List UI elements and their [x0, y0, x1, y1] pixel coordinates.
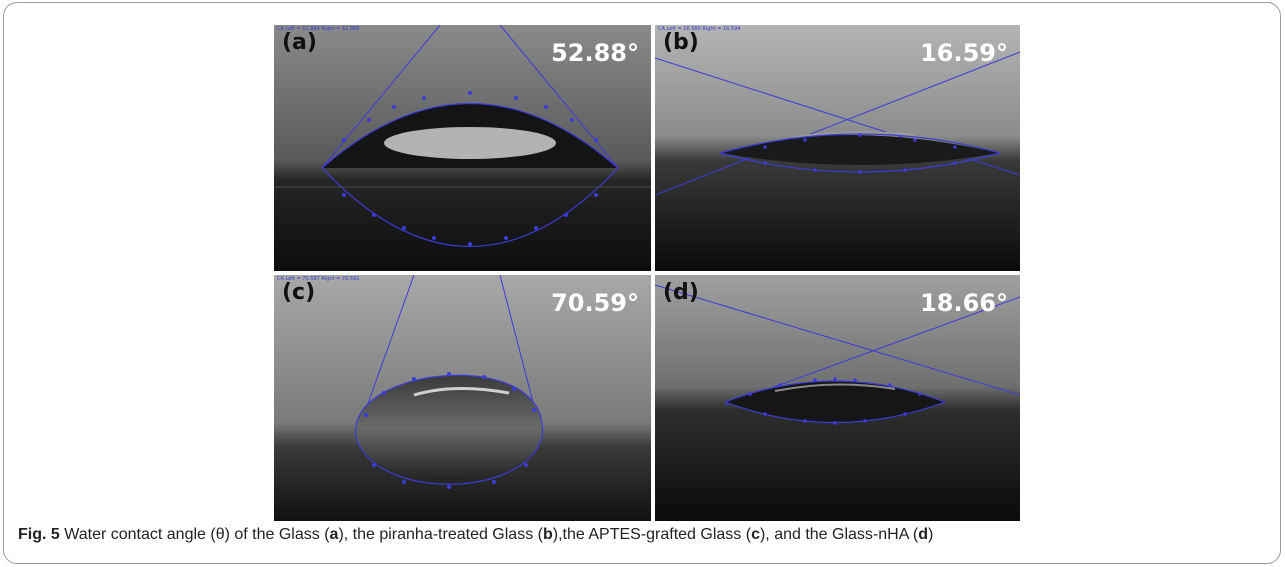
droplet-body	[355, 375, 543, 481]
droplet-body	[720, 135, 1000, 165]
fit-points	[342, 91, 598, 246]
panel-b-angle: 16.59°	[920, 39, 1008, 67]
panel-a-angle: 52.88°	[551, 39, 639, 67]
panel-d-image: (d) 18.66°	[655, 275, 1020, 521]
fit-curve-reflection	[355, 436, 543, 485]
panel-c-label: (c)	[282, 280, 316, 305]
caption-text-5: )	[928, 526, 934, 543]
tangent-left-line	[655, 284, 1020, 396]
panel-b-drop-svg	[655, 25, 1020, 271]
caption-ref-c: c	[751, 526, 760, 543]
panel-c-angle: 70.59°	[551, 289, 639, 317]
panel-d-drop-svg	[655, 275, 1020, 521]
caption-ref-d: d	[918, 526, 929, 543]
panel-a-label: (a)	[282, 30, 317, 55]
droplet-highlight	[774, 383, 896, 392]
figure-caption: Fig. 5 Water contact angle (θ) of the Gl…	[18, 526, 1268, 544]
caption-ref-a: a	[329, 526, 339, 543]
droplet-highlight	[794, 131, 916, 138]
droplet-highlight	[413, 387, 510, 397]
fit-points	[763, 133, 957, 174]
fit-curve-top	[724, 380, 946, 403]
fit-points	[748, 377, 922, 425]
panel-c-image: CA Left = 70.587 Right = 70.591 (c) 70.5…	[274, 275, 651, 521]
panel-d-angle: 18.66°	[920, 289, 1008, 317]
caption-text-2: ), the piranha-treated Glass (	[338, 526, 543, 543]
panel-a-image: CA Left = 52.884 Right = 52.888 (a) 52.8…	[274, 25, 651, 271]
caption-text-1: Water contact angle (θ) of the Glass (	[59, 526, 330, 543]
panel-a-readout: CA Left = 52.884 Right = 52.888	[277, 26, 360, 32]
panel-c-readout: CA Left = 70.587 Right = 70.591	[277, 276, 360, 282]
panel-c-drop-svg	[274, 275, 651, 521]
panel-a-drop-svg	[274, 25, 651, 271]
panel-b-label: (b)	[663, 30, 699, 55]
caption-text-4: ), and the Glass-nHA (	[759, 526, 919, 543]
tangent-right-line	[499, 25, 619, 169]
fit-curve-reflection	[321, 167, 619, 248]
panel-b-image: CA Left = 16.586 Right = 16.594 (b) 16.5…	[655, 25, 1020, 271]
tangent-left-line	[321, 25, 441, 169]
panel-d-label: (d)	[663, 280, 699, 305]
droplet-body	[725, 381, 945, 423]
fit-curve-top	[321, 103, 619, 169]
tangent-right-line	[655, 51, 1020, 196]
fit-points	[364, 372, 536, 489]
droplet-highlight	[384, 127, 556, 159]
figure-number: Fig. 5	[18, 526, 60, 543]
figure-frame	[3, 2, 1281, 564]
panel-b-readout: CA Left = 16.586 Right = 16.594	[658, 26, 741, 32]
caption-ref-b: b	[542, 526, 553, 543]
caption-text-3: ),the APTES-grafted Glass (	[552, 526, 752, 543]
